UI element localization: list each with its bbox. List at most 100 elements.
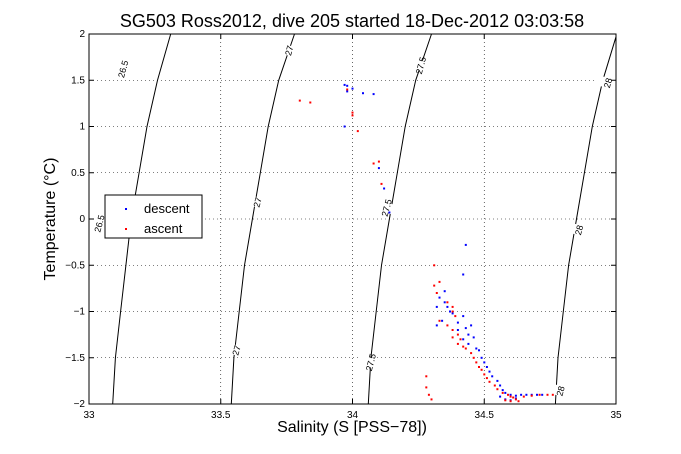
- contour-label-bg: [566, 222, 592, 239]
- point-ascent: [351, 111, 354, 114]
- point-descent: [343, 125, 346, 128]
- point-descent: [488, 370, 491, 373]
- point-ascent: [507, 393, 509, 396]
- point-ascent: [496, 388, 499, 391]
- point-ascent: [435, 292, 438, 294]
- point-descent: [346, 90, 349, 93]
- point-descent: [499, 384, 502, 387]
- y-tick-label: −1: [74, 307, 86, 318]
- point-ascent: [456, 333, 459, 336]
- point-descent: [462, 338, 465, 341]
- point-descent: [504, 391, 507, 394]
- contour-label: 27: [283, 45, 295, 57]
- point-ascent: [483, 373, 486, 376]
- point-descent: [491, 375, 494, 378]
- point-ascent: [446, 324, 449, 327]
- y-tick-label: −0.5: [65, 260, 85, 271]
- point-descent: [475, 347, 478, 350]
- point-ascent: [372, 162, 375, 165]
- legend-label-ascent: ascent: [144, 221, 183, 236]
- point-descent: [377, 167, 380, 170]
- point-ascent: [425, 375, 428, 378]
- x-axis-label: Salinity (S [PSS−78]): [277, 419, 427, 436]
- contour-label-bg: [595, 75, 621, 91]
- contour-label: 28: [555, 385, 567, 397]
- point-descent: [470, 324, 473, 327]
- point-ascent: [433, 264, 436, 267]
- point-descent: [499, 395, 502, 398]
- point-descent: [509, 393, 512, 396]
- point-descent: [346, 84, 349, 87]
- y-tick-label: −2: [74, 399, 86, 410]
- chart-title: SG503 Ross2012, dive 205 started 18-Dec-…: [120, 11, 584, 31]
- contour-label-bg: [244, 194, 271, 211]
- contour-label: 27: [230, 344, 242, 356]
- point-ascent: [451, 329, 454, 331]
- point-ascent: [470, 352, 473, 355]
- grid-lines: [89, 34, 616, 404]
- point-descent: [496, 379, 499, 382]
- point-descent: [343, 83, 346, 86]
- point-descent: [351, 87, 354, 90]
- point-ascent: [514, 398, 517, 401]
- legend-marker-descent: [125, 208, 127, 210]
- y-tick-label: 1.5: [71, 75, 85, 86]
- y-tick-label: 1: [79, 122, 85, 133]
- point-descent: [388, 211, 391, 214]
- contour-label: 27.5: [380, 198, 394, 218]
- point-descent: [443, 290, 446, 293]
- legend-box: [104, 194, 203, 239]
- point-ascent: [351, 114, 354, 117]
- point-ascent: [451, 336, 454, 339]
- point-ascent: [454, 315, 457, 318]
- point-ascent: [438, 319, 441, 322]
- point-descent: [485, 366, 488, 368]
- contour-label: 27: [252, 196, 264, 208]
- point-descent: [438, 296, 441, 299]
- contour-label-bg: [223, 342, 250, 359]
- point-descent: [464, 327, 467, 330]
- contour-label: 27.5: [414, 56, 428, 76]
- point-ascent: [530, 394, 533, 397]
- point-ascent: [430, 398, 433, 401]
- point-ascent: [517, 400, 520, 403]
- point-ascent: [425, 386, 428, 389]
- point-ascent: [475, 361, 478, 364]
- point-ascent: [462, 345, 465, 348]
- point-ascent: [438, 280, 441, 283]
- contour-label: 28: [573, 224, 585, 236]
- contour-label-bg: [110, 61, 137, 78]
- point-descent: [456, 321, 459, 324]
- contour-label-bg: [408, 57, 434, 74]
- point-ascent: [451, 305, 454, 308]
- point-descent: [536, 393, 538, 396]
- point-ascent: [427, 393, 430, 396]
- point-ascent: [504, 399, 507, 402]
- point-ascent: [509, 400, 512, 403]
- x-tick-label: 33.5: [211, 410, 231, 421]
- point-ascent: [501, 391, 504, 394]
- point-descent: [480, 356, 483, 359]
- point-ascent: [309, 101, 312, 104]
- contour-line-27-5: [367, 33, 432, 405]
- point-descent: [501, 389, 504, 392]
- point-descent: [514, 394, 517, 397]
- axis-ticks: 33 33.5 34 34.5 35 −2 −1.5 −1 −0.5 0 0.5 1 1.5 2: [65, 29, 622, 421]
- point-ascent: [433, 284, 436, 287]
- point-descent: [520, 393, 523, 396]
- contour-label: 26.5: [92, 214, 106, 234]
- point-descent: [435, 324, 438, 327]
- x-tick-label: 33: [83, 410, 95, 421]
- y-tick-label: 0.5: [71, 168, 85, 179]
- point-ascent: [512, 396, 515, 399]
- point-ascent: [456, 342, 459, 345]
- contour-line-28: [554, 36, 617, 405]
- point-descent: [541, 393, 544, 396]
- point-ascent: [480, 368, 483, 371]
- contour-label-bg: [547, 383, 574, 399]
- data-points: [298, 83, 554, 403]
- x-tick-label: 34: [347, 410, 359, 421]
- point-ascent: [464, 347, 467, 350]
- point-descent: [456, 329, 459, 331]
